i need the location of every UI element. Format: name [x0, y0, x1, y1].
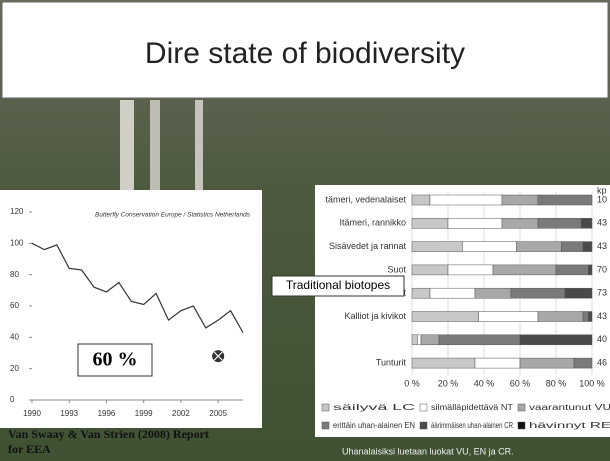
legend-swatch — [420, 404, 427, 411]
bar-segment — [502, 195, 538, 205]
x-tick-label: 1993 — [60, 409, 78, 418]
bar-segment — [583, 312, 588, 322]
count-label: 40 — [597, 334, 607, 344]
bar-segment — [538, 218, 581, 228]
bar-segment — [520, 335, 592, 345]
bar-segment — [520, 358, 574, 368]
x-tick-label: 20 % — [438, 378, 459, 388]
y-tick-label: 120 — [10, 207, 24, 216]
legend-swatch — [322, 404, 329, 411]
y-tick-label: 60 — [10, 301, 19, 310]
chart-panel — [0, 190, 262, 428]
bar-segment — [516, 242, 561, 252]
count-label: 10 — [597, 194, 607, 204]
bar-segment — [581, 218, 592, 228]
y-tick-label: 0 — [10, 395, 15, 404]
line-chart: 0 20 40 60 80 100 120 1990 1993 1996 1999 2002 2005 B… — [0, 190, 262, 428]
x-tick-label: 1999 — [135, 409, 153, 418]
bar-segment — [412, 288, 430, 298]
count-label: 43 — [597, 241, 607, 251]
category-label: Suot — [387, 264, 406, 274]
bar-segment — [448, 218, 502, 228]
category-label: Tunturit — [376, 357, 407, 367]
legend-label: erittäin uhan-alainen EN — [333, 421, 415, 430]
bar-segment — [574, 358, 592, 368]
count-label: 43 — [597, 218, 607, 228]
bar-segment — [479, 312, 538, 322]
note: Uhanalaisiksi luetaan luokat VU, EN ja C… — [342, 446, 514, 456]
bar-segment — [511, 288, 565, 298]
bar-segment — [412, 312, 479, 322]
annotation: 60 % — [93, 349, 138, 371]
x-tick-label: 60 % — [510, 378, 531, 388]
x-tick-label: 100 % — [579, 378, 605, 388]
x-tick-label: 1996 — [98, 409, 116, 418]
count-label: 70 — [597, 264, 607, 274]
category-label: Kalliot ja kivikot — [344, 311, 406, 321]
bar-segment — [583, 242, 592, 252]
legend-label: äärimmäisen uhan-alainen CR — [431, 421, 513, 430]
x-tick-label: 2002 — [172, 409, 190, 418]
citation-line: for EEA — [8, 442, 51, 456]
legend-swatch — [518, 422, 525, 429]
x-tick-label: 80 % — [546, 378, 567, 388]
y-tick-label: 20 — [10, 364, 19, 373]
y-tick-label: 100 — [10, 238, 24, 247]
legend-label: silmälläpidettävä NT — [431, 403, 513, 412]
bar-segment — [421, 335, 439, 345]
y-tick-label: 40 — [10, 332, 19, 341]
bar-segment — [565, 288, 592, 298]
count-label: 46 — [597, 357, 607, 367]
chart-title: Butterfly Conservation Europe / Statisti… — [95, 212, 251, 219]
bar-segment — [412, 358, 475, 368]
legend-swatch — [518, 404, 525, 411]
bar-segment — [538, 312, 583, 322]
bar-segment — [538, 195, 592, 205]
y-tick-label: 80 — [10, 270, 19, 279]
category-label: tämeri, vedenalaiset — [325, 194, 406, 204]
bar-segment — [412, 195, 430, 205]
bar-segment — [502, 218, 538, 228]
x-tick-label: 1990 — [23, 409, 41, 418]
bar-segment — [493, 265, 556, 275]
bar-segment — [412, 218, 448, 228]
slide: Dire state of biodiversity 0 20 40 60 80 100 1… — [0, 0, 610, 461]
bar-segment — [462, 242, 516, 252]
bar-segment — [561, 242, 583, 252]
legend-swatch — [322, 422, 329, 429]
legend-label: säilyvä LC — [333, 403, 415, 412]
citation-line: Van Swaay & Van Strien (2008) Report — [8, 427, 209, 441]
count-label: 43 — [597, 311, 607, 321]
category-label: Sisävedet ja rannat — [329, 241, 407, 251]
bar-segment — [475, 288, 511, 298]
slide-title: Dire state of biodiversity — [145, 37, 465, 70]
bar-segment — [448, 265, 493, 275]
bar-segment — [412, 335, 417, 345]
category-label: Itämeri, rannikko — [339, 218, 406, 228]
legend-label: vaarantunut VU — [529, 403, 610, 412]
bar-segment — [556, 265, 588, 275]
bar-segment — [430, 195, 502, 205]
overlay-label: Traditional biotopes — [286, 278, 390, 292]
bar-segment — [588, 265, 592, 275]
bar-segment — [475, 358, 520, 368]
bar-chart: kp0 %20 %40 %60 %80 %100 %tämeri, vedena… — [315, 185, 610, 437]
bar-segment — [588, 312, 592, 322]
bar-segment — [439, 335, 520, 345]
legend-label: hävinnyt RE — [529, 421, 610, 430]
bar-segment — [412, 265, 448, 275]
count-label: 73 — [597, 288, 607, 298]
x-tick-label: 40 % — [474, 378, 495, 388]
bar-segment — [430, 288, 475, 298]
bar-segment — [417, 335, 421, 345]
bar-segment — [412, 242, 462, 252]
legend-swatch — [420, 422, 427, 429]
x-tick-label: 2005 — [209, 409, 227, 418]
x-tick-label: 0 % — [404, 378, 420, 388]
